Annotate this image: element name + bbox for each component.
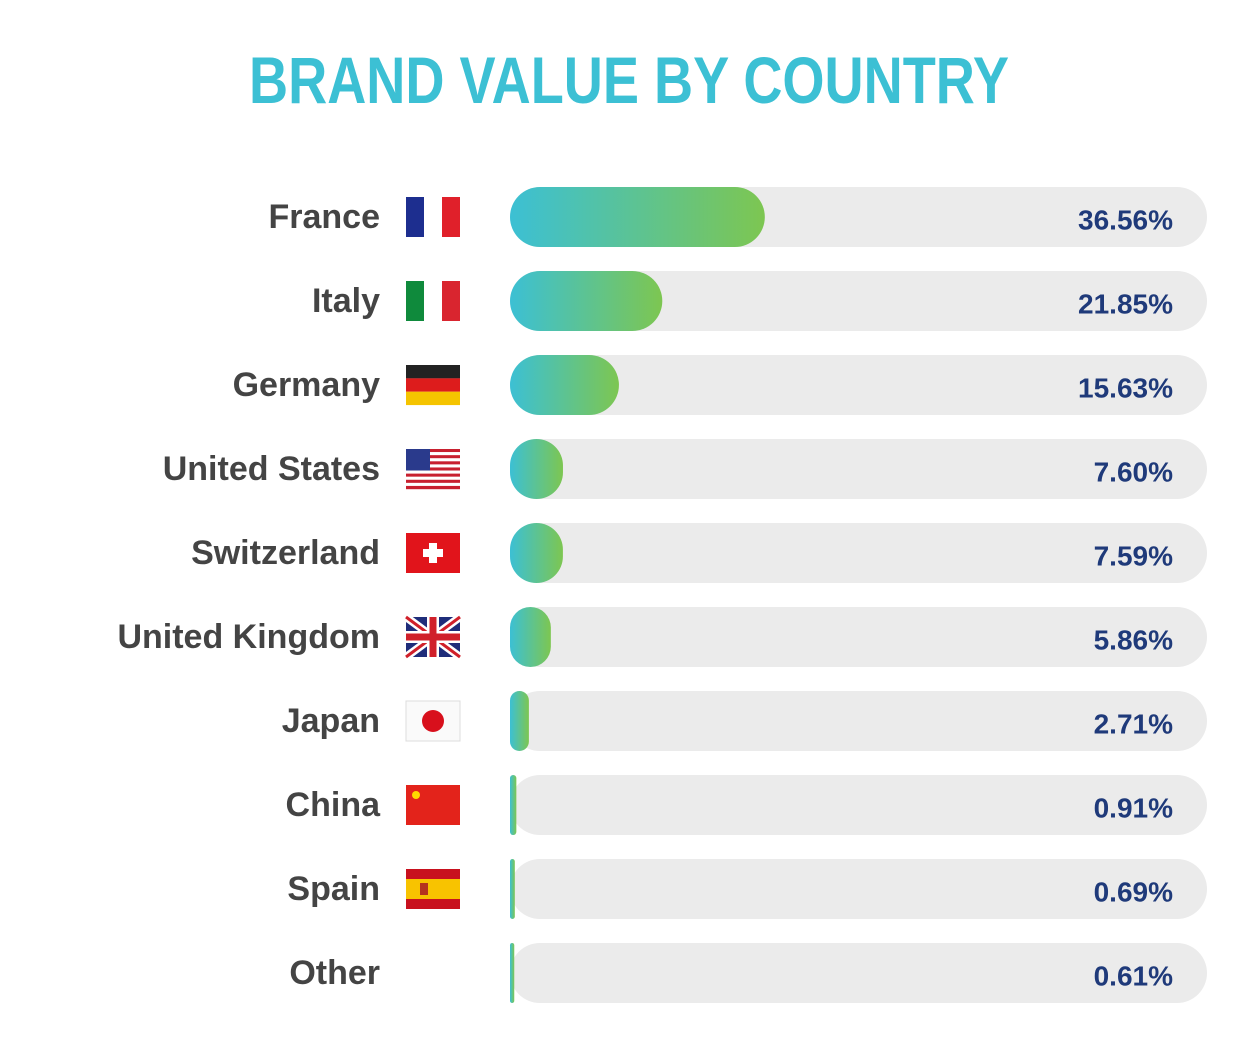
flag-part (406, 452, 460, 456)
bar (510, 859, 515, 919)
flag-part (406, 197, 424, 237)
bar-track (510, 943, 1207, 1003)
flag-part (406, 473, 460, 477)
value-label: 7.60% (1094, 457, 1173, 488)
bar-track (510, 691, 1207, 751)
flag-part (406, 449, 460, 453)
flag-part (406, 479, 460, 484)
bar (510, 775, 517, 835)
flag-part (406, 467, 460, 471)
flag-part (406, 879, 460, 899)
flag-part (406, 378, 460, 392)
value-label: 0.69% (1094, 877, 1173, 908)
flag-part (406, 461, 460, 465)
flag-part (406, 449, 430, 471)
value-label: 0.91% (1094, 793, 1173, 824)
bar (510, 187, 765, 247)
flag-part (406, 464, 460, 468)
category-label: China (286, 786, 382, 824)
category-label: Switzerland (191, 534, 380, 572)
flag-part (406, 365, 460, 379)
value-label: 5.86% (1094, 625, 1173, 656)
bar (510, 355, 619, 415)
flag-part (406, 617, 460, 657)
flag-part (412, 791, 420, 799)
bar-track (510, 355, 1207, 415)
bar-track (510, 439, 1207, 499)
flag-icon (406, 785, 460, 825)
flag-part (406, 482, 460, 487)
bar (510, 271, 663, 331)
flag-part (442, 281, 460, 321)
flag-part (422, 710, 444, 732)
category-label: Spain (287, 870, 380, 908)
value-label: 21.85% (1078, 289, 1173, 320)
value-label: 0.61% (1094, 961, 1173, 992)
bar (510, 691, 529, 751)
bar-track (510, 271, 1207, 331)
bar (510, 439, 563, 499)
bar (510, 943, 515, 1003)
category-label: France (269, 198, 381, 236)
category-label: Italy (312, 282, 380, 320)
value-label: 7.59% (1094, 541, 1173, 572)
flag-part (406, 391, 460, 406)
flag-icon (405, 700, 461, 742)
value-label: 2.71% (1094, 709, 1173, 740)
flag-part (420, 883, 428, 895)
category-label: Germany (233, 366, 380, 404)
category-label: United Kingdom (117, 618, 380, 656)
flag-icon (406, 869, 460, 909)
flag-icon (406, 197, 460, 237)
category-label: Other (289, 954, 380, 992)
bar-track (510, 775, 1207, 835)
flag-part (406, 785, 460, 825)
flag-part (424, 197, 442, 237)
category-label: United States (163, 450, 380, 488)
flag-part (423, 549, 443, 557)
flag-part (406, 485, 460, 490)
flag-icon (406, 449, 460, 490)
flag-part (406, 476, 460, 480)
flag-part (406, 458, 460, 462)
bar-track (510, 859, 1207, 919)
flag-part (406, 455, 460, 459)
flag-icon (403, 613, 463, 661)
bar-track (510, 523, 1207, 583)
value-label: 36.56% (1078, 205, 1173, 236)
flag-part (442, 197, 460, 237)
flag-icon (406, 533, 460, 573)
value-label: 15.63% (1078, 373, 1173, 404)
bar (510, 523, 563, 583)
flag-part (406, 470, 460, 474)
flag-part (424, 281, 442, 321)
flag-icon (406, 365, 460, 406)
bar (510, 607, 551, 667)
flag-icon (406, 281, 460, 321)
bar-track (510, 607, 1207, 667)
flag-part (406, 281, 424, 321)
category-label: Japan (282, 702, 380, 740)
chart-title: BRAND VALUE BY COUNTRY (249, 43, 1009, 117)
